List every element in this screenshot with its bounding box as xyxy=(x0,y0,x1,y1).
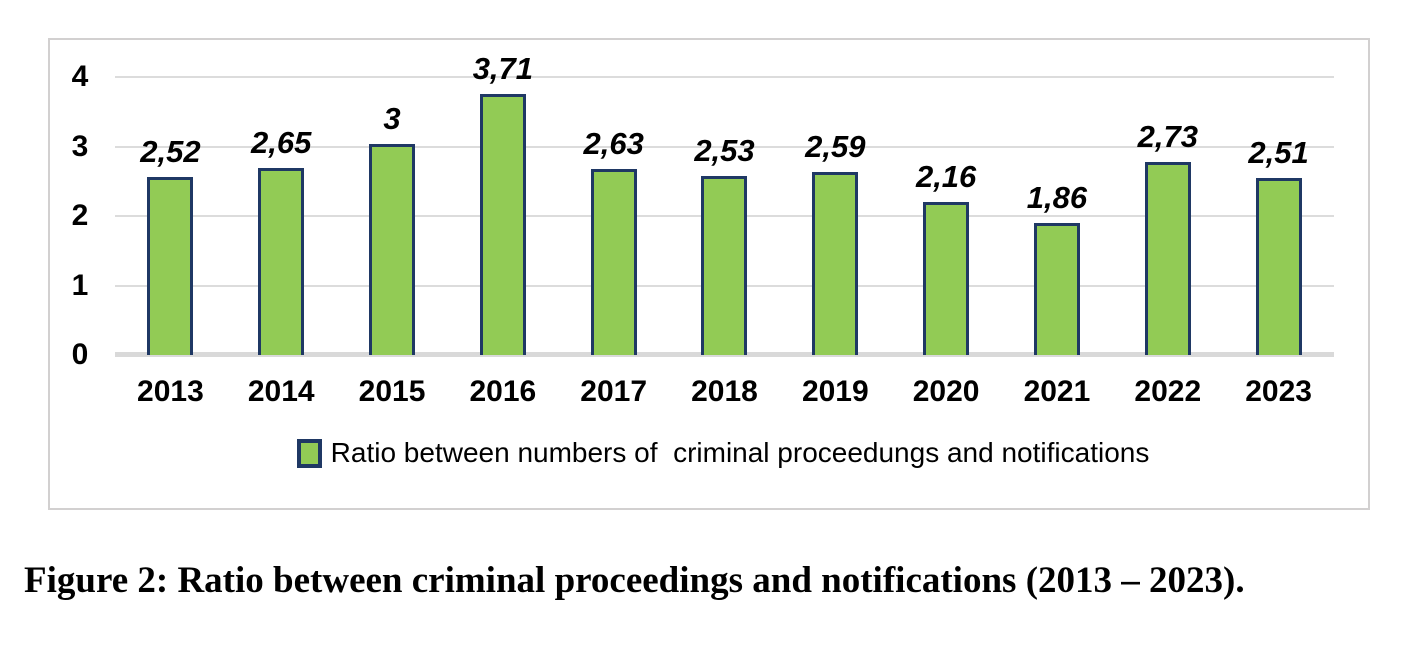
bar-2019 xyxy=(812,172,859,355)
bar-2022 xyxy=(1144,162,1191,355)
figure-caption: Figure 2: Ratio between criminal proceed… xyxy=(24,560,1245,601)
data-label: 2,53 xyxy=(694,133,755,169)
y-axis-tick-label: 0 xyxy=(71,338,89,371)
bar-column: 2,53 xyxy=(669,77,780,355)
bar-column: 2,63 xyxy=(558,77,669,355)
bar-column: 3 xyxy=(337,77,448,355)
bar-column: 3,71 xyxy=(447,53,558,355)
bar-2016 xyxy=(479,94,526,355)
data-label: 3 xyxy=(383,100,401,136)
data-label: 3,71 xyxy=(472,51,534,87)
bar-column: 2,16 xyxy=(891,77,1002,355)
legend-label: Ratio between numbers of criminal procee… xyxy=(330,437,1150,468)
data-label: 2,59 xyxy=(805,129,866,164)
y-axis-tick-label: 3 xyxy=(71,129,89,163)
data-label: 2,51 xyxy=(1248,134,1309,170)
bar-column: 2,51 xyxy=(1223,77,1334,355)
x-axis-label: 2015 xyxy=(358,375,426,408)
legend: Ratio between numbers of criminal procee… xyxy=(50,437,1368,469)
y-axis-tick-label: 1 xyxy=(71,268,89,302)
bar-column: 2,73 xyxy=(1112,77,1223,355)
x-axis-label: 2021 xyxy=(1023,375,1091,408)
gridline-4 xyxy=(115,76,1334,78)
legend-swatch-icon xyxy=(296,438,322,468)
bar-column: 1,86 xyxy=(1002,77,1113,355)
bar-2023 xyxy=(1255,177,1302,355)
bar-chart: 0 1 2 3 4 2,52 2,65 3 3,71 2,63 2,53 2,59 2,16 1,86 2,… xyxy=(48,38,1370,510)
data-label: 1,86 xyxy=(1026,179,1088,215)
data-label: 2,52 xyxy=(140,133,201,169)
y-axis-tick-label: 4 xyxy=(71,60,89,93)
bar-2021 xyxy=(1033,222,1080,355)
y-axis-tick-label: 2 xyxy=(71,199,89,232)
plot-area: 0 1 2 3 4 2,52 2,65 3 3,71 2,63 2,53 2,59 2,16 1,86 2,… xyxy=(72,53,1334,370)
x-axis-label: 2013 xyxy=(137,375,204,408)
x-axis-label: 2018 xyxy=(691,375,758,408)
bar-column: 2,52 xyxy=(115,77,226,355)
gridline-3 xyxy=(115,145,1334,148)
data-label: 2,63 xyxy=(583,126,644,162)
bar-2015 xyxy=(369,143,416,355)
bar-2018 xyxy=(701,176,748,355)
x-axis-label: 2022 xyxy=(1134,375,1202,408)
bar-2020 xyxy=(923,201,970,355)
x-axis: 2013 2014 2015 2016 2017 2018 2019 2020 2021 2022… xyxy=(115,375,1334,411)
bar-2017 xyxy=(590,169,637,355)
x-axis-label: 2019 xyxy=(801,375,869,408)
x-axis-label: 2020 xyxy=(912,375,980,408)
x-axis-label: 2017 xyxy=(580,375,648,408)
bar-2014 xyxy=(258,167,305,355)
bar-column: 2,59 xyxy=(780,77,891,355)
bar-2013 xyxy=(147,176,194,355)
bar-column: 2,65 xyxy=(226,77,337,355)
x-axis-label: 2014 xyxy=(247,375,315,408)
x-axis-label: 2023 xyxy=(1245,375,1312,408)
data-label: 2,65 xyxy=(251,124,312,160)
data-label: 2,16 xyxy=(915,158,977,194)
data-label: 2,73 xyxy=(1137,119,1198,155)
x-axis-label: 2016 xyxy=(469,375,537,408)
